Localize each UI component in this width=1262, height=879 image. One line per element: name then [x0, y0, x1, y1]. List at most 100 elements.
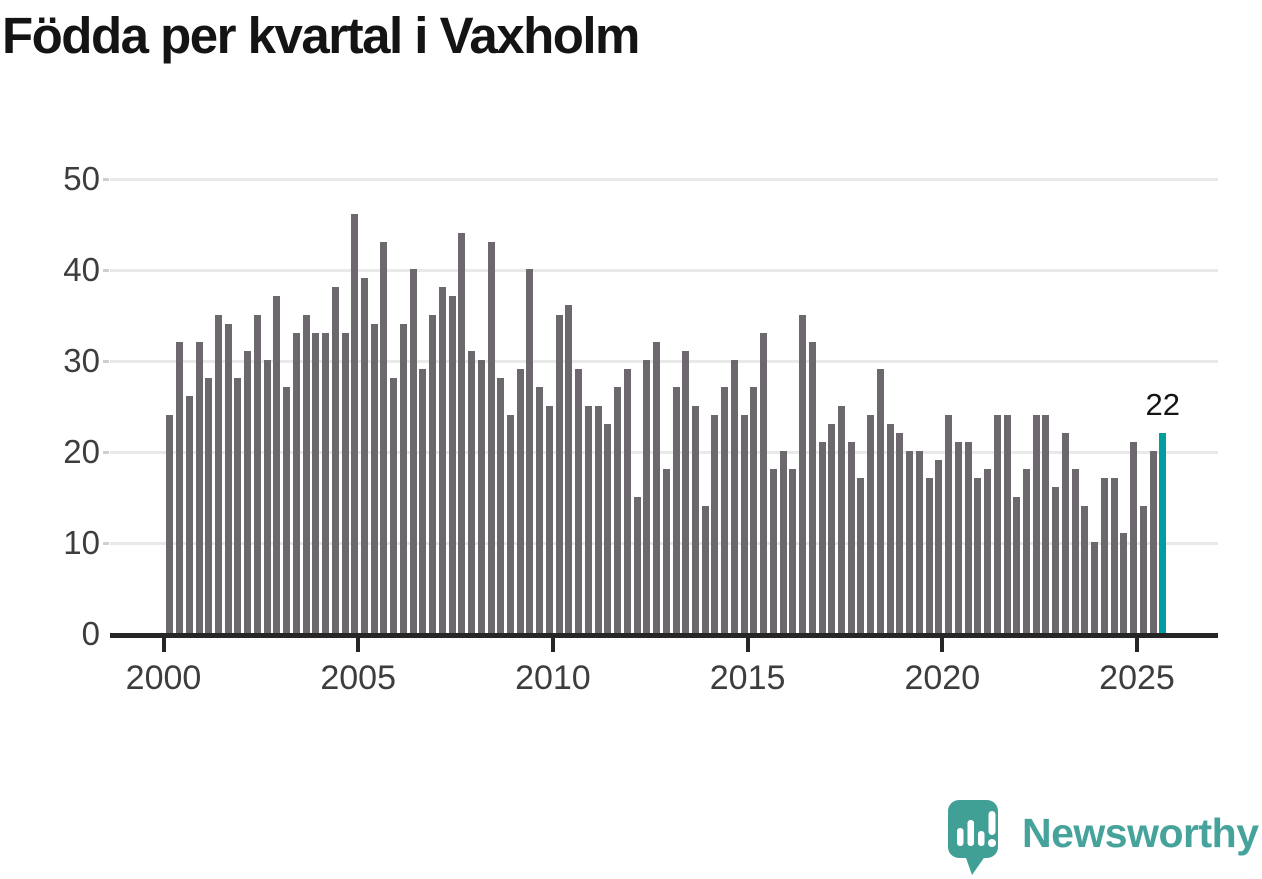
bar: [205, 378, 213, 633]
bar: [711, 414, 719, 633]
bar: [302, 314, 310, 633]
bar: [633, 496, 641, 633]
bar: [1032, 414, 1040, 633]
x-axis-tick: [161, 638, 166, 652]
bar: [915, 451, 923, 633]
bar: [331, 287, 339, 633]
bar: [1052, 487, 1060, 633]
bar: [808, 341, 816, 633]
x-axis-label: 2010: [515, 659, 591, 697]
bar: [1022, 469, 1030, 633]
x-axis-label: 2020: [904, 659, 981, 697]
x-axis-tick: [940, 638, 945, 652]
bar: [292, 332, 300, 633]
x-axis-tick: [356, 638, 361, 652]
x-axis-tick: [745, 638, 750, 652]
bar: [799, 314, 807, 633]
bar: [419, 369, 427, 633]
bar: [818, 441, 826, 633]
y-axis-label: 10: [63, 524, 100, 561]
newsworthy-logo: Newsworthy: [948, 800, 1259, 876]
bar: [779, 451, 787, 633]
bar: [536, 387, 544, 633]
y-axis-label: 0: [81, 615, 100, 652]
bar: [984, 469, 992, 633]
gridline: [110, 451, 1218, 454]
bar: [1091, 542, 1099, 633]
bar: [906, 451, 914, 633]
y-axis-tick: [103, 360, 109, 363]
bar: [176, 341, 184, 633]
bar: [351, 214, 359, 633]
bar: [497, 378, 505, 633]
bar: [312, 332, 320, 633]
bar: [925, 478, 933, 633]
gridline: [110, 178, 1218, 181]
bar: [438, 287, 446, 633]
bar: [721, 387, 729, 633]
bar: [1003, 414, 1011, 633]
bar: [214, 314, 222, 633]
x-axis-label: 2015: [709, 659, 786, 697]
bar: [838, 405, 845, 633]
bar: [789, 469, 797, 633]
bar: [399, 323, 407, 633]
bar: [604, 423, 612, 633]
bar: [487, 241, 495, 633]
bar: [672, 387, 680, 633]
bar: [1130, 441, 1138, 633]
y-axis-tick: [103, 451, 109, 454]
bar: [691, 405, 699, 633]
bar: [507, 414, 515, 633]
bar: [370, 323, 378, 633]
gridline: [110, 360, 1218, 363]
bar-value-label: 22: [1145, 386, 1180, 422]
x-axis-label: 2005: [320, 659, 396, 697]
bar: [263, 360, 271, 633]
bar: [993, 414, 1001, 633]
bar: [244, 350, 252, 633]
bar: [643, 360, 651, 633]
bar: [876, 369, 884, 633]
bar: [477, 360, 485, 633]
bar: [945, 414, 953, 633]
bar: [1081, 505, 1089, 633]
bar: [954, 441, 962, 633]
bar: [760, 332, 768, 633]
highlighted-bar: [1159, 432, 1167, 633]
x-axis-label: 2000: [125, 659, 202, 697]
bar: [234, 378, 242, 633]
bar: [283, 387, 291, 633]
bar: [594, 405, 602, 633]
bar: [1042, 414, 1050, 633]
bar: [273, 296, 281, 633]
bar: [769, 469, 777, 633]
bar: [1149, 451, 1157, 633]
gridline: [110, 269, 1218, 272]
bar: [575, 369, 583, 633]
bar: [1100, 478, 1108, 633]
bar: [1139, 505, 1147, 633]
bar: [545, 405, 553, 633]
bar: [847, 441, 855, 633]
y-axis-label: 40: [63, 251, 100, 288]
bar: [1110, 478, 1118, 633]
bar: [857, 478, 865, 633]
bar: [322, 332, 330, 633]
bar: [390, 378, 398, 633]
bar: [516, 369, 524, 633]
bar: [867, 414, 875, 633]
bar: [429, 314, 437, 633]
bar: [740, 414, 748, 633]
bar: [828, 423, 836, 633]
x-axis-tick: [550, 638, 555, 652]
bar: [1061, 432, 1069, 633]
bar: [584, 405, 592, 633]
bar: [896, 432, 904, 633]
bar: [614, 387, 622, 633]
newsworthy-logo-icon: [948, 800, 998, 875]
bar: [653, 341, 661, 633]
bar: [253, 314, 261, 633]
bar: [974, 478, 982, 633]
